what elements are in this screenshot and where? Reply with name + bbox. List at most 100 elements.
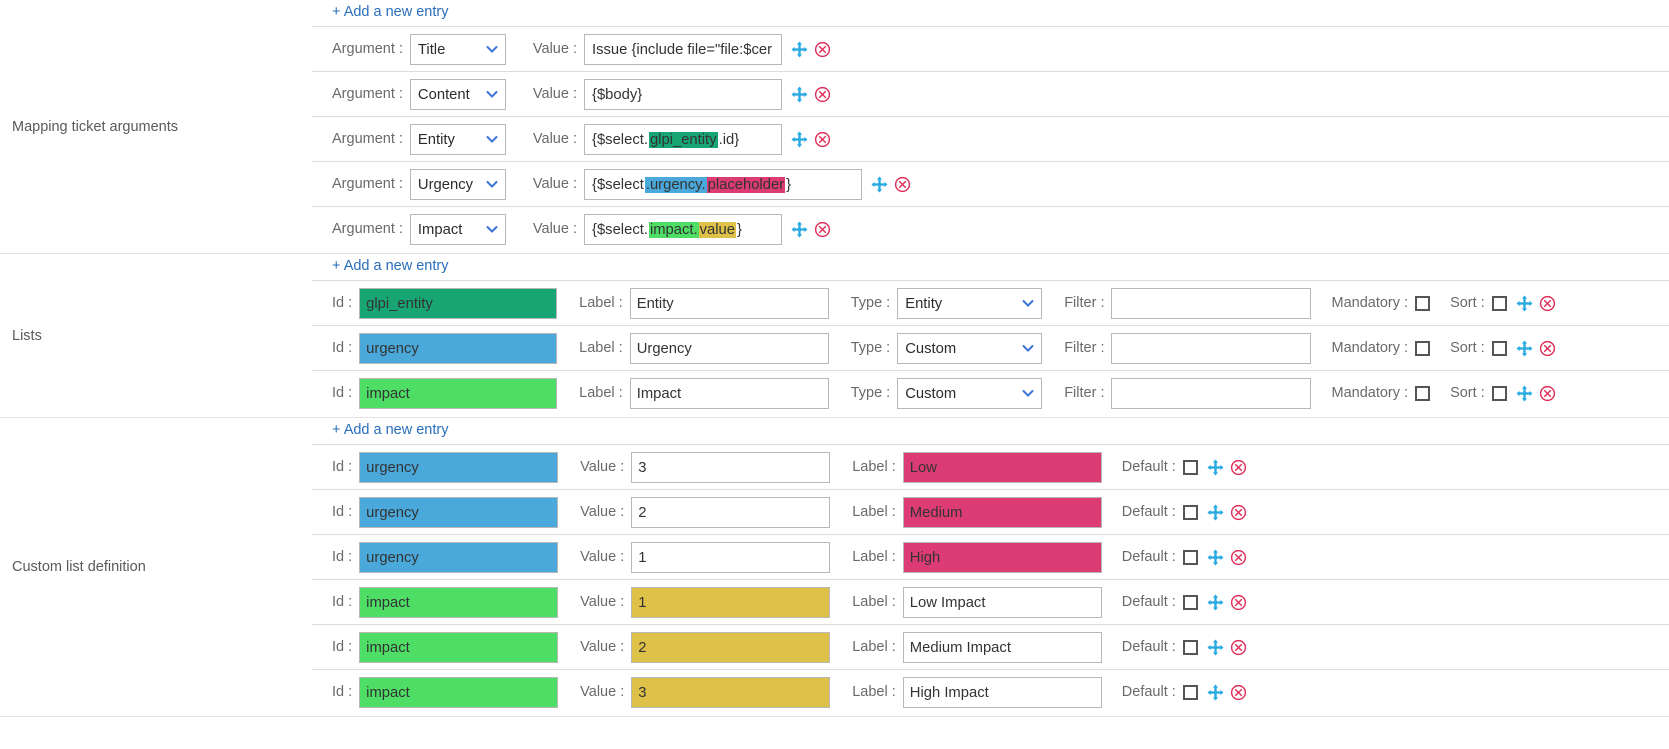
value-input[interactable]: Issue {include file="file:$cer xyxy=(584,33,782,65)
delete-icon[interactable] xyxy=(1539,295,1556,312)
add-new-entry-link-mapping[interactable]: + Add a new entry xyxy=(332,4,449,20)
id-input[interactable]: urgency xyxy=(359,451,559,483)
move-handle-icon[interactable] xyxy=(791,131,808,148)
delete-icon[interactable] xyxy=(814,221,831,238)
delete-icon[interactable] xyxy=(894,176,911,193)
delete-row-button[interactable] xyxy=(1230,549,1247,566)
label-input[interactable]: Low xyxy=(902,451,1102,483)
filter-input[interactable] xyxy=(1111,332,1312,364)
delete-icon[interactable] xyxy=(1539,385,1556,402)
label-input[interactable]: Entity xyxy=(629,287,829,319)
delete-icon[interactable] xyxy=(1230,684,1247,701)
label-input[interactable]: Medium xyxy=(902,496,1102,528)
move-handle[interactable] xyxy=(1516,385,1533,402)
label-input[interactable]: Low Impact xyxy=(902,586,1102,618)
delete-row-button[interactable] xyxy=(1230,684,1247,701)
default-checkbox[interactable] xyxy=(1182,504,1198,520)
delete-icon[interactable] xyxy=(814,131,831,148)
delete-icon[interactable] xyxy=(1230,504,1247,521)
delete-icon[interactable] xyxy=(1230,594,1247,611)
value-input[interactable]: {$body} xyxy=(584,78,782,110)
move-handle[interactable] xyxy=(1516,340,1533,357)
move-handle-icon[interactable] xyxy=(871,176,888,193)
label-input[interactable]: Medium Impact xyxy=(902,631,1102,663)
delete-row-button[interactable] xyxy=(814,131,831,148)
argument-select[interactable]: Content xyxy=(409,78,506,110)
move-handle-icon[interactable] xyxy=(791,86,808,103)
mandatory-checkbox[interactable] xyxy=(1415,340,1431,356)
type-select[interactable]: Custom xyxy=(897,332,1043,364)
delete-row-button[interactable] xyxy=(1230,594,1247,611)
delete-row-button[interactable] xyxy=(814,221,831,238)
move-handle-icon[interactable] xyxy=(1207,504,1224,521)
filter-input[interactable] xyxy=(1111,287,1312,319)
delete-row-button[interactable] xyxy=(1230,504,1247,521)
value-input[interactable]: 3 xyxy=(631,676,831,708)
delete-icon[interactable] xyxy=(1230,459,1247,476)
default-checkbox[interactable] xyxy=(1182,684,1198,700)
type-select[interactable]: Entity xyxy=(897,287,1043,319)
argument-select[interactable]: Impact xyxy=(409,213,506,245)
label-input[interactable]: High Impact xyxy=(902,676,1102,708)
sort-checkbox[interactable] xyxy=(1491,295,1507,311)
delete-row-button[interactable] xyxy=(1539,340,1556,357)
argument-select[interactable]: Title xyxy=(409,33,506,65)
filter-input[interactable] xyxy=(1111,377,1312,409)
label-input[interactable]: Impact xyxy=(629,377,829,409)
delete-row-button[interactable] xyxy=(894,176,911,193)
sort-checkbox[interactable] xyxy=(1491,340,1507,356)
move-handle[interactable] xyxy=(1207,549,1224,566)
delete-row-button[interactable] xyxy=(1230,459,1247,476)
value-input[interactable]: {$select. impact. value} xyxy=(584,213,782,245)
value-input[interactable]: {$select .urgency. placeholder} xyxy=(584,168,862,200)
delete-row-button[interactable] xyxy=(1539,295,1556,312)
id-input[interactable]: urgency xyxy=(359,496,559,528)
move-handle-icon[interactable] xyxy=(1516,295,1533,312)
move-handle[interactable] xyxy=(1207,459,1224,476)
id-input[interactable]: impact xyxy=(359,586,559,618)
value-input[interactable]: 1 xyxy=(631,586,831,618)
id-input[interactable]: impact xyxy=(359,631,559,663)
argument-select[interactable]: Urgency xyxy=(409,168,506,200)
move-handle-icon[interactable] xyxy=(1207,459,1224,476)
default-checkbox[interactable] xyxy=(1182,639,1198,655)
move-handle-icon[interactable] xyxy=(791,41,808,58)
delete-row-button[interactable] xyxy=(814,41,831,58)
move-handle[interactable] xyxy=(1207,504,1224,521)
delete-icon[interactable] xyxy=(1230,549,1247,566)
move-handle-icon[interactable] xyxy=(1516,385,1533,402)
value-input[interactable]: 2 xyxy=(631,631,831,663)
move-handle-icon[interactable] xyxy=(791,221,808,238)
label-input[interactable]: High xyxy=(902,541,1102,573)
move-handle-icon[interactable] xyxy=(1207,594,1224,611)
add-new-entry-link-custom[interactable]: + Add a new entry xyxy=(332,422,449,438)
id-input[interactable]: glpi_entity xyxy=(359,287,558,319)
delete-row-button[interactable] xyxy=(814,86,831,103)
argument-select[interactable]: Entity xyxy=(409,123,506,155)
move-handle[interactable] xyxy=(871,176,888,193)
move-handle-icon[interactable] xyxy=(1207,639,1224,656)
default-checkbox[interactable] xyxy=(1182,594,1198,610)
delete-icon[interactable] xyxy=(1230,639,1247,656)
move-handle[interactable] xyxy=(791,41,808,58)
default-checkbox[interactable] xyxy=(1182,549,1198,565)
move-handle[interactable] xyxy=(791,86,808,103)
sort-checkbox[interactable] xyxy=(1491,385,1507,401)
delete-icon[interactable] xyxy=(814,41,831,58)
move-handle[interactable] xyxy=(791,221,808,238)
delete-row-button[interactable] xyxy=(1539,385,1556,402)
move-handle-icon[interactable] xyxy=(1207,684,1224,701)
id-input[interactable]: impact xyxy=(359,676,559,708)
delete-icon[interactable] xyxy=(814,86,831,103)
mandatory-checkbox[interactable] xyxy=(1415,295,1431,311)
move-handle[interactable] xyxy=(791,131,808,148)
id-input[interactable]: urgency xyxy=(359,332,558,364)
value-input[interactable]: 2 xyxy=(631,496,831,528)
id-input[interactable]: urgency xyxy=(359,541,559,573)
default-checkbox[interactable] xyxy=(1182,459,1198,475)
move-handle[interactable] xyxy=(1516,295,1533,312)
move-handle-icon[interactable] xyxy=(1516,340,1533,357)
type-select[interactable]: Custom xyxy=(897,377,1043,409)
delete-row-button[interactable] xyxy=(1230,639,1247,656)
move-handle[interactable] xyxy=(1207,639,1224,656)
